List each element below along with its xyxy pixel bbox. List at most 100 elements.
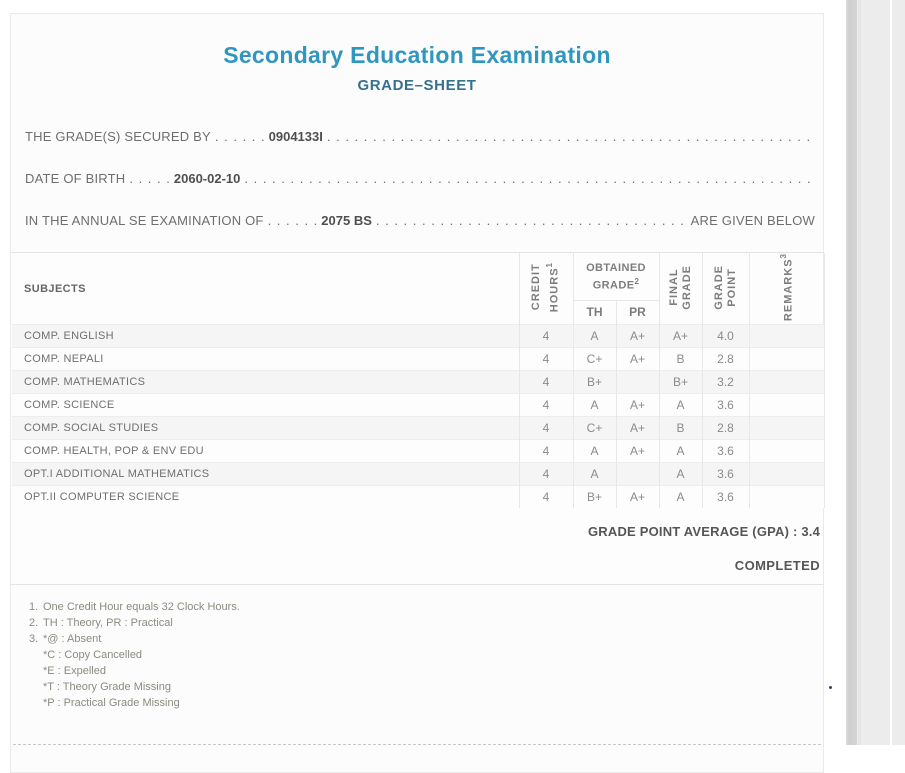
subject-cell: COMP. NEPALI (12, 347, 519, 371)
remarks-cell (748, 370, 825, 394)
dot-leader: . . . . . . . . . . . . . . . . . . . . … (244, 171, 815, 186)
theory-grade-cell: A (572, 462, 616, 486)
scrollbar[interactable] (846, 0, 857, 745)
theory-grade-cell: A (572, 439, 616, 463)
grade-point-cell: 3.6 (701, 439, 749, 463)
column-header-remarks: REMARKS3 (748, 253, 825, 325)
final-grade-cell: B+ (658, 370, 702, 394)
column-header-practical: PR (615, 299, 660, 325)
dot-leader: . . . . . (129, 171, 170, 186)
completion-status: COMPLETED (734, 558, 820, 574)
subject-cell: OPT.I ADDITIONAL MATHEMATICS (12, 462, 519, 486)
final-grade-cell: A+ (658, 324, 702, 348)
footnote-line: *E : Expelled (43, 665, 106, 678)
credit-cell: 4 (518, 324, 573, 348)
footnote-line: 3. *@ : Absent (29, 633, 102, 646)
grade-point-cell: 3.6 (701, 462, 749, 486)
subject-cell: COMP. ENGLISH (12, 324, 519, 348)
final-grade-cell: B (658, 416, 702, 440)
credit-cell: 4 (518, 416, 573, 440)
subject-cell: COMP. HEALTH, POP & ENV EDU (12, 439, 519, 463)
grade-point-cell: 4.0 (701, 324, 749, 348)
column-header-credit-hours: CREDIT HOURS1 (518, 253, 573, 325)
dot-leader: . . . . . . (267, 213, 318, 228)
table-row: OPT.I ADDITIONAL MATHEMATICS 4 A A 3.6 (12, 462, 825, 486)
grade-sheet-card: Secondary Education Examination GRADE–SH… (10, 13, 825, 773)
practical-grade-cell (615, 370, 659, 394)
column-header-final-grade: FINAL GRADE (658, 253, 702, 325)
subject-cell: COMP. MATHEMATICS (12, 370, 519, 394)
table-row: COMP. MATHEMATICS 4 B+ B+ 3.2 (12, 370, 825, 394)
dot-leader: . . . . . . . . . . . . . . . . . . . . … (375, 213, 687, 228)
table-row: OPT.II COMPUTER SCIENCE 4 B+ A+ A 3.6 (12, 485, 825, 509)
dot-leader: . . . . . . . . . . . . . . . . . . . . … (326, 129, 815, 144)
practical-grade-cell: A+ (615, 393, 659, 417)
remarks-cell (748, 324, 825, 348)
final-grade-cell: A (658, 485, 702, 509)
theory-grade-cell: B+ (572, 485, 616, 509)
remarks-cell (748, 416, 825, 440)
panel-stripe (858, 0, 861, 745)
student-info-block: THE GRADE(S) SECURED BY . . . . . . 0904… (11, 126, 823, 232)
practical-grade-cell: A+ (615, 416, 659, 440)
footnote-line: 1. One Credit Hour equals 32 Clock Hours. (29, 601, 240, 614)
subject-cell: COMP. SOCIAL STUDIES (12, 416, 519, 440)
credit-cell: 4 (518, 347, 573, 371)
footnote-line: *P : Practical Grade Missing (43, 697, 180, 710)
grades-table: SUBJECTS CREDIT HOURS1 OBTAINED GRADE2 FI… (12, 253, 825, 509)
final-grade-cell: A (658, 439, 702, 463)
gpa-label: GRADE POINT AVERAGE (GPA) : (587, 524, 798, 540)
credit-cell: 4 (518, 393, 573, 417)
panel-divider (890, 0, 892, 745)
theory-grade-cell: B+ (572, 370, 616, 394)
practical-grade-cell: A+ (615, 347, 659, 371)
date-of-birth-value: 2060-02-10 (173, 171, 241, 186)
final-grade-cell: B (658, 347, 702, 371)
theory-grade-cell: A (572, 393, 616, 417)
theory-grade-cell: A (572, 324, 616, 348)
column-header-obtained-grade: OBTAINED GRADE2 (572, 253, 659, 301)
subject-cell: OPT.II COMPUTER SCIENCE (12, 485, 519, 509)
practical-grade-cell: A+ (615, 485, 659, 509)
remarks-cell (748, 347, 825, 371)
subject-cell: COMP. SCIENCE (12, 393, 519, 417)
gpa-value: 3.4 (801, 524, 820, 540)
credit-cell: 4 (518, 462, 573, 486)
table-row: COMP. SCIENCE 4 A A+ A 3.6 (12, 393, 825, 417)
theory-grade-cell: C+ (572, 416, 616, 440)
dot-leader: . . . . . . (214, 129, 265, 144)
examination-year-label: IN THE ANNUAL SE EXAMINATION OF (25, 213, 264, 228)
final-grade-cell: A (658, 393, 702, 417)
grades-table-section: SUBJECTS CREDIT HOURS1 OBTAINED GRADE2 FI… (11, 252, 825, 586)
remarks-cell (748, 462, 825, 486)
grade-point-cell: 3.6 (701, 393, 749, 417)
table-row: COMP. NEPALI 4 C+ A+ B 2.8 (12, 347, 825, 371)
footnote-line: 2. TH : Theory, PR : Practical (29, 617, 173, 630)
credit-cell: 4 (518, 370, 573, 394)
practical-grade-cell: A+ (615, 324, 659, 348)
grade-point-cell: 2.8 (701, 416, 749, 440)
right-panel (857, 0, 905, 745)
theory-grade-cell: C+ (572, 347, 616, 371)
practical-grade-cell: A+ (615, 439, 659, 463)
stray-mark (829, 686, 832, 689)
credit-cell: 4 (518, 485, 573, 509)
summary-block: GRADE POINT AVERAGE (GPA) : 3.4 COMPLETE… (12, 508, 822, 584)
footnote-line: *C : Copy Cancelled (43, 649, 143, 662)
remarks-cell (748, 393, 825, 417)
exam-title: Secondary Education Examination (223, 42, 611, 68)
grades-secured-line: THE GRADE(S) SECURED BY . . . . . . 0904… (25, 126, 815, 148)
grade-point-cell: 2.8 (701, 347, 749, 371)
examination-year-value: 2075 BS (321, 213, 372, 228)
remarks-cell (748, 439, 825, 463)
gpa-line: GRADE POINT AVERAGE (GPA) : 3.4 (12, 522, 820, 542)
footnote-line: *T : Theory Grade Missing (43, 681, 171, 694)
final-grade-cell: A (658, 462, 702, 486)
column-header-subjects: SUBJECTS (24, 282, 86, 295)
table-row: COMP. ENGLISH 4 A A+ A+ 4.0 (12, 324, 825, 348)
grade-point-cell: 3.2 (701, 370, 749, 394)
grades-secured-label: THE GRADE(S) SECURED BY (25, 129, 211, 144)
table-row: COMP. SOCIAL STUDIES 4 C+ A+ B 2.8 (12, 416, 825, 440)
footnotes-block: 1. One Credit Hour equals 32 Clock Hours.… (11, 585, 823, 711)
column-header-grade-point: GRADE POINT (701, 253, 749, 325)
